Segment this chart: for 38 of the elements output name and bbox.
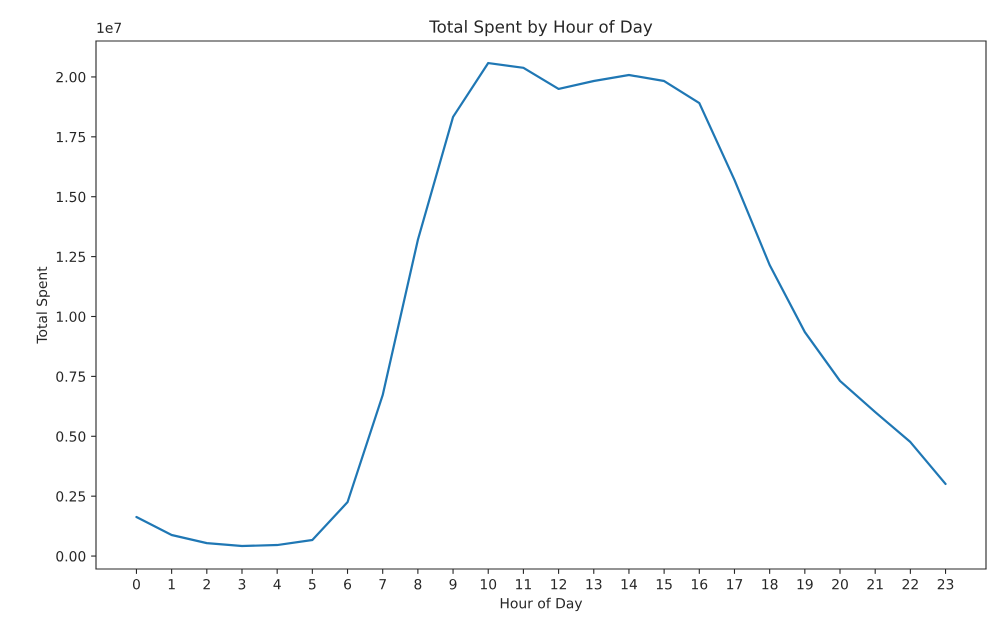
y-tick-label: 0.25: [56, 491, 86, 502]
x-tick-label: 15: [656, 579, 672, 590]
y-tick-label: 0.00: [56, 551, 86, 562]
x-axis-title: Hour of Day: [500, 598, 582, 612]
x-tick-label: 12: [551, 578, 566, 590]
x-tick-label: 16: [692, 578, 708, 590]
x-tick-label: 23: [938, 578, 954, 590]
y-tick-label: 0.50: [56, 431, 86, 442]
x-tick-label: 8: [414, 578, 422, 590]
y-tick-label: 0.75: [56, 371, 86, 382]
x-tick-label: 21: [867, 578, 883, 590]
text: 1e7: [98, 22, 122, 34]
x-tick-label: 22: [902, 578, 918, 590]
y-tick-label: 1.75: [56, 132, 86, 142]
x-tick-label: 2: [203, 578, 210, 590]
y-axis-title: Total Spent: [36, 266, 50, 344]
x-tick-label: 17: [727, 579, 742, 590]
x-tick-label: 14: [622, 579, 637, 590]
y-tick-label: 2.00: [56, 72, 86, 82]
x-tick-label: 13: [586, 578, 602, 590]
x-tick-label: 1: [168, 579, 175, 590]
x-tick-label: 9: [450, 578, 456, 590]
x-tick-label: 18: [762, 578, 778, 590]
x-tick-label: 6: [344, 578, 352, 590]
y-tick-label: 1.50: [56, 192, 86, 202]
x-tick-label: 11: [516, 579, 531, 590]
line-series: [135, 62, 947, 548]
x-tick-label: 7: [379, 579, 386, 590]
x-tick-label: 5: [309, 579, 316, 590]
y-tick-label: 1.00: [56, 311, 86, 322]
x-tick-label: 10: [480, 578, 496, 590]
x-tick-label: 3: [238, 578, 246, 590]
x-tick-label: 19: [798, 578, 813, 590]
x-tick-label: 20: [832, 578, 848, 590]
chart-title: Total Spent by Hour of Day: [429, 20, 652, 36]
x-tick-label: 4: [273, 579, 281, 590]
x-tick-label: 0: [132, 578, 140, 590]
y-tick-label: 1.25: [56, 252, 86, 262]
